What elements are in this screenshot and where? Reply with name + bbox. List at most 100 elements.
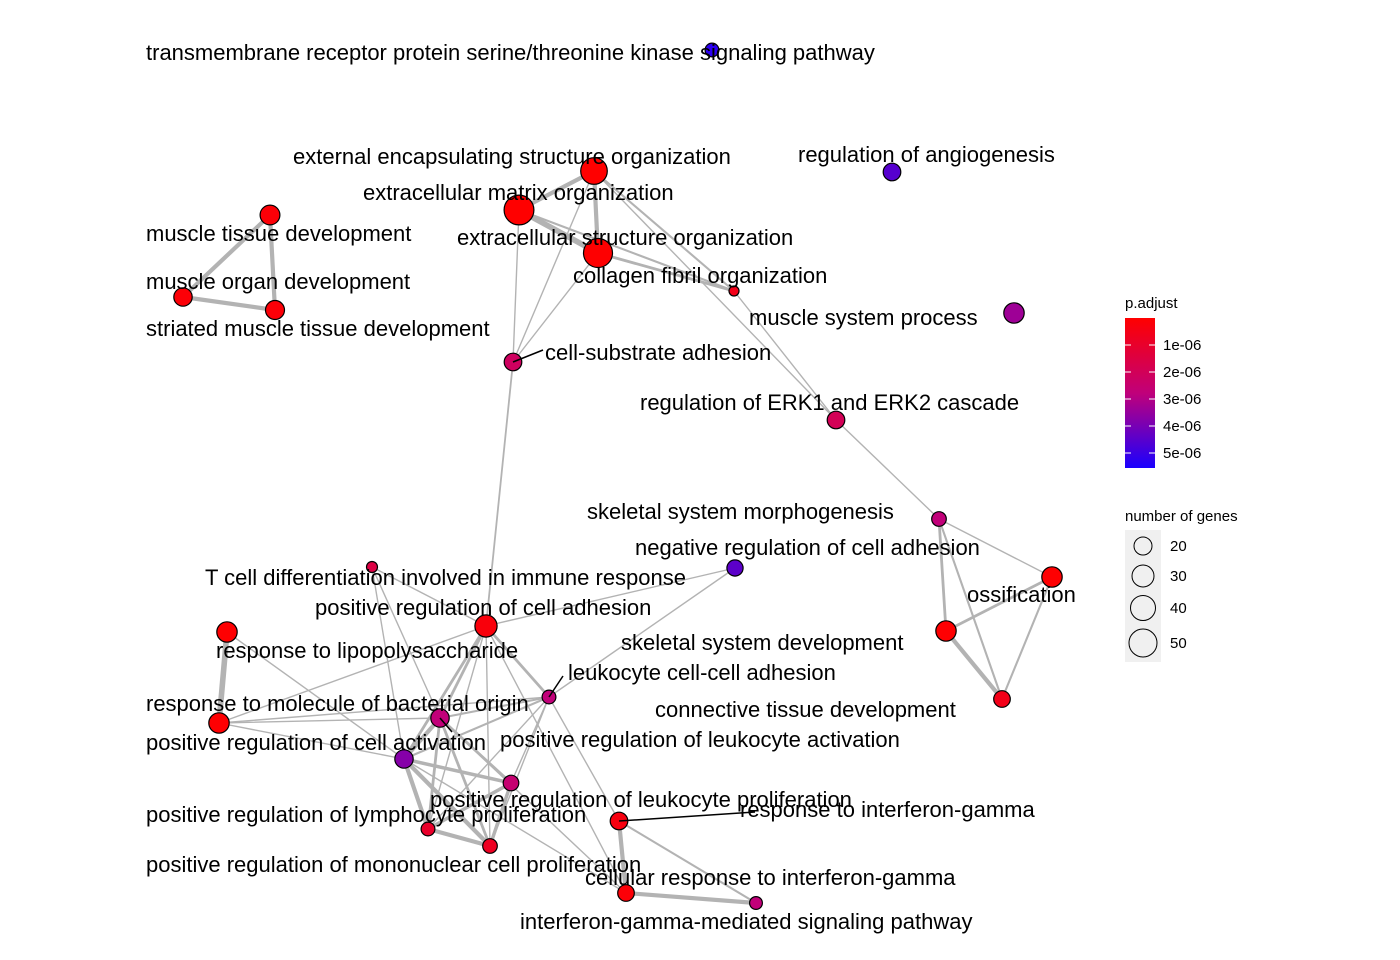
node-crig[interactable] [617,884,635,902]
node-label-rig: response to interferon-gamma [740,797,1035,822]
edge-prlp-prmcp [488,781,513,848]
edges-layer [180,168,1054,906]
node-rmbo[interactable] [208,712,230,734]
edge-rig-igsp [617,819,758,905]
node-ang[interactable] [882,162,902,182]
node-prmcp[interactable] [482,838,498,854]
edge-prla-prmcp [438,716,492,848]
size-legend-circle [1130,595,1156,621]
edge-eso-cfo [596,251,736,293]
edge-ssm-ctd [937,517,1004,701]
node-label-cfo: collagen fibril organization [573,263,827,288]
edge-prcact-prmcp [401,756,493,849]
size-legend-keys: 20 30 40 50 [1128,536,1187,658]
node-label-smtd: striated muscle tissue development [146,316,490,341]
edge-prcact-prlyp [401,756,431,832]
edge-prca-prla [438,624,488,720]
node-prlyp[interactable] [420,821,436,837]
node-label-csa: cell-substrate adhesion [545,340,771,365]
edge-mtd-mod [180,212,273,300]
node-label-mtd: muscle tissue development [146,221,411,246]
node-prca[interactable] [474,614,498,638]
edge-rlps-rmbo [216,629,230,726]
node-rlps[interactable] [216,621,238,643]
edge-prla-crig [439,717,627,894]
color-legend-tick-label: 2e-06 [1163,364,1201,381]
edge-rmbo-lcca [218,696,550,724]
edge-prlp-prlyp [426,781,513,831]
edge-prcact-prlp [402,757,513,785]
node-label-tmr: transmembrane receptor protein serine/th… [146,40,875,65]
node-cfo[interactable] [728,285,740,297]
node-label-ctd: connective tissue development [655,697,956,722]
edge-nrca-prca [485,567,736,627]
node-label-igsp: interferon-gamma-mediated signaling path… [520,909,972,934]
color-legend-title: p.adjust [1125,295,1178,312]
edge-rmbo-prcact [218,722,405,760]
edge-eso-csa [512,252,599,363]
node-label-prmcp: positive regulation of mononuclear cell … [146,852,641,877]
node-label-rmbo: response to molecule of bacterial origin [146,691,529,716]
edge-mod-smtd [180,294,278,313]
edge-mtd-smtd [267,212,278,313]
edge-eeso-cfo [592,169,736,293]
node-label-ssm: skeletal system morphogenesis [587,499,894,524]
edge-csa-prca [485,361,514,627]
size-legend-circle [1133,536,1153,556]
size-legend-circle [1131,564,1155,588]
size-legend-circle [1128,628,1158,658]
node-smtd[interactable] [264,299,286,321]
legend: p.adjust 1e-06 2e-06 3e-06 4e-06 5e-06 numbe… [1125,295,1238,662]
node-tmr[interactable] [704,42,720,58]
node-label-nrca: negative regulation of cell adhesion [635,535,980,560]
size-legend-title: number of genes [1125,508,1238,525]
edge-prca-prmcp [485,625,491,847]
node-msp[interactable] [1003,302,1025,324]
edge-eeso-csa [512,170,595,363]
node-label-prca: positive regulation of cell adhesion [315,595,651,620]
edge-prla-prlyp [426,716,442,831]
color-legend-tick-label: 4e-06 [1163,418,1201,435]
node-label-ssd: skeletal system development [621,630,903,655]
node-oss[interactable] [1041,566,1063,588]
edge-prca-rmbo [218,625,487,724]
edge-lcca-prcact [402,695,551,761]
edge-crig-igsp [623,890,759,906]
node-mtd[interactable] [259,204,281,226]
node-prlp[interactable] [502,774,520,792]
node-mod[interactable] [173,287,193,307]
node-ssd[interactable] [935,620,957,642]
size-legend-label: 20 [1170,538,1187,555]
node-emo[interactable] [503,194,535,226]
node-label-oss: ossification [967,582,1076,607]
node-ssm[interactable] [931,511,947,527]
node-ctd[interactable] [993,690,1011,708]
edge-oss-ctd [1000,575,1054,701]
color-legend-ticks: 1e-06 2e-06 3e-06 4e-06 5e-06 [1125,337,1201,462]
node-tcd[interactable] [365,560,379,574]
node-nrca[interactable] [726,559,744,577]
color-legend-bar [1125,318,1155,468]
leader-line-rig [618,811,756,822]
leader-line-lcca [548,675,564,698]
node-eeso[interactable] [580,157,608,185]
node-prcact[interactable] [394,749,414,769]
node-eso[interactable] [582,237,614,269]
node-igsp[interactable] [748,895,763,910]
edge-oss-ssd [944,575,1054,633]
node-label-lcca: leukocyte cell-cell adhesion [568,660,836,685]
node-label-erk: regulation of ERK1 and ERK2 cascade [640,390,1019,415]
edge-cfo-erk [733,290,837,421]
edge-ssm-oss [938,518,1053,578]
color-legend-tick-label: 5e-06 [1163,445,1201,462]
node-label-mod: muscle organ development [146,269,410,294]
edge-nrca-lcca [548,567,736,698]
edge-rlps-prcact [226,631,405,760]
node-label-crig: cellular response to interferon-gamma [585,865,956,890]
edge-lcca-prla [438,695,551,720]
edge-ssm-ssd [937,517,948,633]
node-erk[interactable] [826,410,846,430]
edge-tcd-prcact [371,566,405,760]
